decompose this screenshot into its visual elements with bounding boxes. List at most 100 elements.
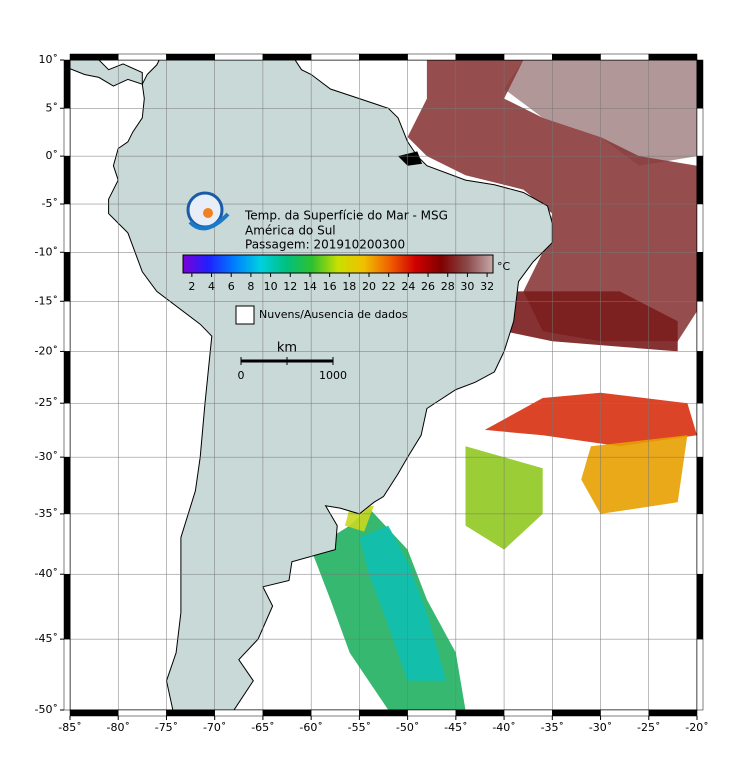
colorbar-tick-label: 20 [362, 280, 376, 293]
frame-checker [166, 53, 215, 61]
frame-checker [503, 709, 553, 717]
colorbar-tick-label: 24 [401, 280, 415, 293]
y-tick-label: -15˚ [35, 294, 58, 307]
y-tick-label: 10˚ [39, 53, 59, 66]
x-tick-label: -80˚ [106, 721, 129, 734]
frame-checker [600, 53, 650, 61]
frame-checker [648, 709, 698, 717]
frame-checker [407, 709, 457, 717]
colorbar-tick-label: 12 [283, 280, 297, 293]
x-tick-label: -70˚ [203, 721, 226, 734]
colorbar-tick-label: 30 [460, 280, 474, 293]
frame-checker [63, 513, 71, 575]
y-tick-label: -10˚ [35, 245, 58, 258]
y-tick-label: -25˚ [35, 396, 58, 409]
x-tick-label: -55˚ [348, 721, 371, 734]
frame-checker [696, 351, 704, 404]
frame-checker [359, 709, 408, 717]
frame-checker [696, 59, 704, 109]
frame-checker [648, 53, 698, 61]
land [70, 60, 143, 87]
sst-patch [359, 525, 447, 681]
legend-swatch [235, 305, 255, 325]
frame-checker [696, 203, 704, 253]
frame-checker [63, 59, 71, 109]
y-tick-label: -30˚ [35, 450, 58, 463]
frame-checker [696, 301, 704, 352]
y-tick-label: 5˚ [46, 101, 59, 114]
colorbar-tick-label: 26 [421, 280, 435, 293]
frame-checker [63, 108, 71, 157]
frame-checker [696, 108, 704, 157]
sst-patch [504, 291, 678, 352]
y-tick-label: -35˚ [35, 507, 58, 520]
colorbar-tick-label: 28 [441, 280, 455, 293]
title-line: Passagem: 201910200300 [245, 238, 405, 252]
frame-checker [696, 638, 704, 711]
frame-checker [63, 351, 71, 404]
frame-checker [359, 53, 408, 61]
colorbar-unit: °C [497, 260, 511, 273]
frame-checker [166, 709, 215, 717]
frame-checker [117, 709, 167, 717]
frame-checker [117, 53, 167, 61]
frame [63, 53, 704, 717]
frame-checker [503, 53, 553, 61]
colorbar-tick-label: 14 [303, 280, 317, 293]
x-tick-label: -20˚ [685, 721, 708, 734]
frame-checker [214, 53, 264, 61]
frame-checker [63, 573, 71, 640]
x-tick-label: -25˚ [637, 721, 660, 734]
frame-checker [552, 53, 601, 61]
y-tick-label: -20˚ [35, 344, 58, 357]
scale-bar: km 0 1000 [238, 341, 348, 383]
scale-end: 1000 [319, 369, 347, 382]
frame-checker [69, 709, 119, 717]
y-tick-label: 0˚ [46, 149, 59, 162]
title-line: América do Sul [245, 224, 336, 238]
colorbar-tick-label: 2 [188, 280, 195, 293]
frame-checker [696, 155, 704, 205]
frame-checker [696, 456, 704, 515]
frame-checker [600, 709, 650, 717]
y-tick-label: -5˚ [42, 197, 58, 210]
frame-checker [63, 252, 71, 302]
frame-checker [310, 709, 360, 717]
frame-checker [552, 709, 601, 717]
y-tick-label: -45˚ [35, 632, 58, 645]
x-tick-label: -65˚ [251, 721, 274, 734]
frame-checker [696, 573, 704, 640]
colorbar-tick-label: 16 [323, 280, 337, 293]
frame-checker [214, 709, 264, 717]
legend-label: Nuvens/Ausencia de dados [259, 308, 408, 321]
island [398, 151, 423, 166]
colorbar-gradient [182, 254, 494, 274]
frame-checker [63, 301, 71, 352]
colorbar-tick-label: 22 [382, 280, 396, 293]
colorbar-tick-label: 32 [480, 280, 494, 293]
frame-checker [69, 53, 119, 61]
scale-start: 0 [238, 369, 245, 382]
frame-checker [310, 53, 360, 61]
frame-checker [696, 402, 704, 458]
ticks: -85˚ -80˚ -75˚ -70˚ -65˚ -60˚ -55˚ -50˚ -45˚ -40˚… [35, 53, 709, 734]
sst-patch [484, 392, 697, 447]
frame-checker [696, 513, 704, 575]
frame-checker [455, 53, 505, 61]
frame-checker [455, 709, 505, 717]
grid-layer [70, 60, 697, 710]
frame-checker [262, 709, 312, 717]
sst-patch [581, 435, 688, 514]
frame-checker [407, 53, 457, 61]
x-tick-label: -75˚ [155, 721, 178, 734]
colorbar-tick-label: 4 [208, 280, 215, 293]
logo [186, 191, 230, 231]
frame-checker [63, 402, 71, 458]
x-tick-label: -50˚ [396, 721, 419, 734]
x-tick-label: -60˚ [299, 721, 322, 734]
colorbar-tick-label: 10 [264, 280, 278, 293]
scale-unit: km [277, 341, 297, 356]
frame-checker [63, 155, 71, 205]
frame-checker [63, 456, 71, 515]
